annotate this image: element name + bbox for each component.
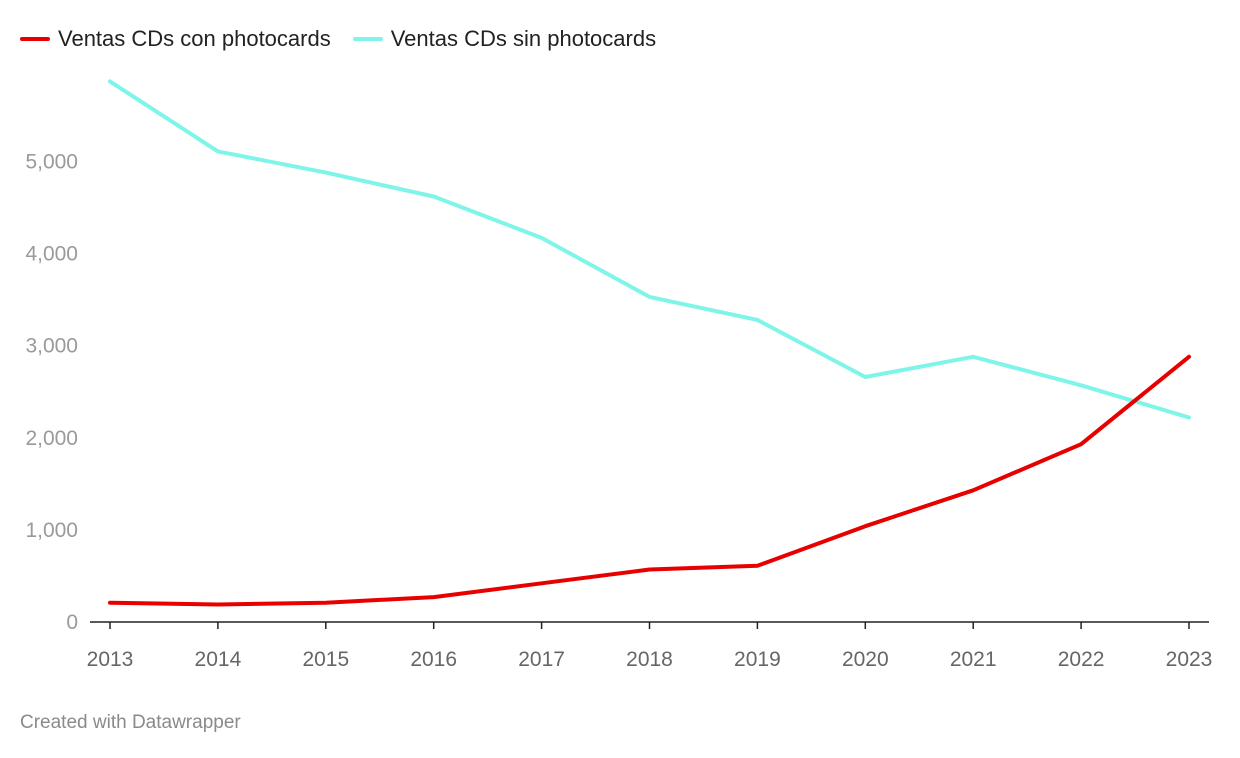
legend-label-sin-photocards: Ventas CDs sin photocards xyxy=(390,26,657,51)
x-tick-label: 2020 xyxy=(842,648,889,671)
y-tick-label: 2,000 xyxy=(25,427,78,450)
legend-item-con-photocards: Ventas CDs con photocards xyxy=(20,26,331,52)
x-tick-label: 2014 xyxy=(195,648,242,671)
series-line-sin-photocards xyxy=(108,79,1191,420)
series-line-con-photocards xyxy=(108,354,1191,607)
y-tick-label: 3,000 xyxy=(25,335,78,358)
legend: Ventas CDs con photocards Ventas CDs sin… xyxy=(20,26,656,52)
y-tick-label: 1,000 xyxy=(25,519,78,542)
legend-swatch-cyan xyxy=(352,37,383,41)
legend-item-sin-photocards: Ventas CDs sin photocards xyxy=(352,26,657,52)
x-tick-label: 2015 xyxy=(302,648,349,671)
x-tick-label: 2016 xyxy=(410,648,457,671)
x-tick-label: 2023 xyxy=(1166,648,1213,671)
x-tick-label: 2019 xyxy=(734,648,781,671)
legend-swatch-red xyxy=(20,37,50,41)
x-tick-label: 2021 xyxy=(950,648,997,671)
x-tick-label: 2013 xyxy=(87,648,134,671)
footer-credit: Created with Datawrapper xyxy=(20,712,241,733)
x-tick-label: 2017 xyxy=(518,648,565,671)
x-tick-label: 2018 xyxy=(626,648,673,671)
y-tick-label: 5,000 xyxy=(25,151,78,174)
y-tick-label: 0 xyxy=(66,611,78,634)
x-tick-label: 2022 xyxy=(1058,648,1105,671)
y-tick-label: 4,000 xyxy=(25,243,78,266)
legend-label-con-photocards: Ventas CDs con photocards xyxy=(58,26,331,51)
